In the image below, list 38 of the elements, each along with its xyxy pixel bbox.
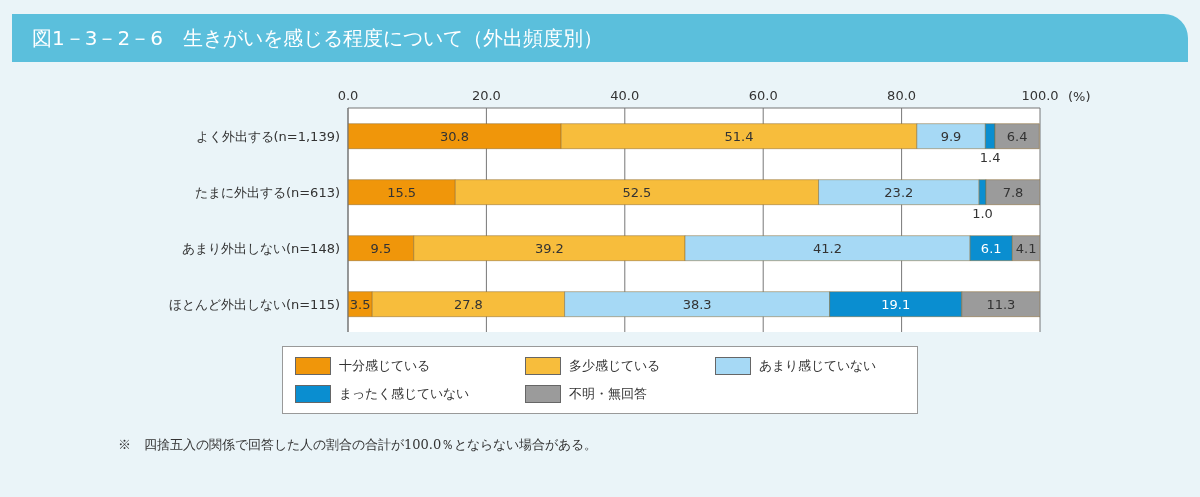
x-axis-title: (%): [1068, 88, 1091, 104]
legend-label: まったく感じていない: [339, 385, 469, 403]
chart-title: 図1－3－2－6 生きがいを感じる程度について（外出頻度別）: [12, 14, 1188, 62]
data-label: 3.5: [349, 297, 371, 313]
data-label: 39.2: [534, 241, 564, 257]
data-label: 23.2: [884, 185, 914, 201]
legend-label: 多少感じている: [569, 357, 660, 375]
data-label: 27.8: [453, 297, 483, 313]
legend-label: 不明・無回答: [569, 385, 647, 403]
x-tick-label: 80.0: [887, 88, 917, 103]
data-label: 1.0: [972, 205, 993, 221]
legend-label: 十分感じている: [339, 357, 430, 375]
data-label: 51.4: [724, 129, 754, 145]
data-label: 9.5: [370, 241, 392, 257]
data-label: 9.9: [940, 129, 962, 145]
y-tick-label: たまに外出する(n=613): [194, 184, 340, 200]
legend-label: あまり感じていない: [759, 357, 876, 375]
data-label: 30.8: [440, 129, 470, 145]
x-tick-label: 0.0: [337, 88, 359, 103]
x-tick-label: 40.0: [610, 88, 640, 103]
data-label: 6.4: [1006, 129, 1028, 145]
data-label: 7.8: [1002, 185, 1024, 201]
x-tick-label: 60.0: [748, 88, 778, 103]
x-tick-label: 100.0: [1021, 88, 1059, 103]
data-label: 1.4: [979, 149, 1001, 165]
data-label: 52.5: [622, 185, 652, 201]
y-tick-label: ほとんど外出しない(n=115): [168, 296, 340, 312]
data-label: 4.1: [1015, 241, 1037, 257]
text: ※ 四捨五入の関係で回答した人の割合の合計が100.0％とならない場合がある。: [118, 436, 598, 454]
data-label: 15.5: [387, 185, 417, 201]
y-tick-label: あまり外出しない(n=148): [181, 240, 340, 256]
data-label: 6.1: [980, 241, 1002, 257]
data-label: 11.3: [986, 297, 1016, 313]
data-label: 19.1: [881, 297, 911, 313]
data-label: 38.3: [682, 297, 712, 313]
x-tick-label: 20.0: [471, 88, 501, 103]
data-label: 41.2: [813, 241, 843, 257]
y-tick-label: よく外出する(n=1,139): [195, 128, 340, 144]
